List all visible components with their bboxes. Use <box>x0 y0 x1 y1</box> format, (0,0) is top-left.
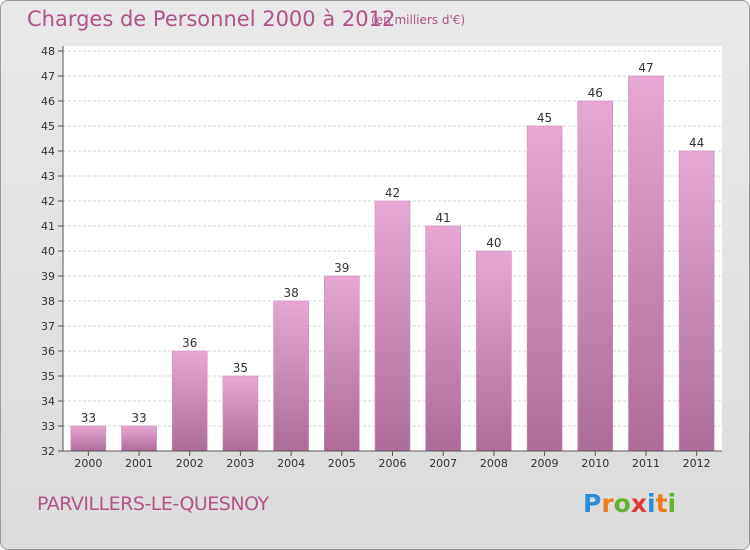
y-tick-label: 45 <box>41 120 55 133</box>
x-tick-label: 2000 <box>74 457 102 470</box>
y-tick-label: 41 <box>41 220 55 233</box>
y-tick-label: 36 <box>41 345 55 358</box>
bar <box>425 225 461 452</box>
x-tick-label: 2009 <box>531 457 559 470</box>
y-tick-label: 43 <box>41 170 55 183</box>
bars: 33 33 36 35 38 39 42 41 40 45 46 47 44 <box>70 61 715 452</box>
bar-value-label: 44 <box>689 136 704 150</box>
chart-subtitle: (en milliers d'€) <box>371 13 466 27</box>
bar-value-label: 33 <box>131 411 146 425</box>
bar <box>273 300 309 452</box>
x-tick-label: 2012 <box>683 457 711 470</box>
y-tick-label: 42 <box>41 195 55 208</box>
bar <box>628 75 664 452</box>
bar <box>70 425 107 452</box>
bar <box>222 375 259 452</box>
y-tick-label: 37 <box>41 320 55 333</box>
bar-value-label: 40 <box>486 236 501 250</box>
y-tick-label: 39 <box>41 270 55 283</box>
bar <box>171 350 208 452</box>
x-tick-label: 2010 <box>581 457 609 470</box>
x-tick-label: 2002 <box>176 457 204 470</box>
axes: 32 33 34 35 36 37 38 39 40 41 42 43 44 45 46 47 48 2000 20… <box>41 45 722 470</box>
bar-value-label: 36 <box>182 336 197 350</box>
bar-value-label: 46 <box>588 86 603 100</box>
bar <box>374 200 411 452</box>
y-tick-label: 46 <box>41 95 55 108</box>
x-tick-label: 2006 <box>379 457 407 470</box>
x-tick-label: 2011 <box>632 457 660 470</box>
bar-value-label: 47 <box>638 61 653 75</box>
bar-value-label: 33 <box>81 411 96 425</box>
bar-value-label: 45 <box>537 111 552 125</box>
y-tick-label: 40 <box>41 245 55 258</box>
bar-value-label: 38 <box>283 286 298 300</box>
bar <box>678 150 715 452</box>
bar-value-label: 35 <box>233 361 248 375</box>
x-tick-label: 2007 <box>429 457 457 470</box>
y-tick-label: 38 <box>41 295 55 308</box>
x-tick-label: 2003 <box>226 457 254 470</box>
bar-value-label: 39 <box>334 261 349 275</box>
y-tick-label: 44 <box>41 145 55 158</box>
y-tick-label: 47 <box>41 70 55 83</box>
bar <box>324 275 360 452</box>
y-tick-label: 34 <box>41 395 55 408</box>
x-tick-label: 2004 <box>277 457 305 470</box>
bar <box>577 100 614 452</box>
y-tick-label: 32 <box>41 445 55 458</box>
chart-title: Charges de Personnel 2000 à 2012 <box>27 7 396 31</box>
bar-value-label: 42 <box>385 186 400 200</box>
y-tick-label: 33 <box>41 420 55 433</box>
x-tick-label: 2005 <box>328 457 356 470</box>
y-tick-label: 35 <box>41 370 55 383</box>
proxiti-logo[interactable]: Proxiti <box>583 489 677 518</box>
bar-value-label: 41 <box>436 211 451 225</box>
bar <box>476 250 512 452</box>
x-tick-label: 2001 <box>125 457 153 470</box>
y-tick-label: 48 <box>41 45 55 58</box>
bar <box>121 425 157 452</box>
commune-name: PARVILLERS-LE-QUESNOY <box>37 493 269 515</box>
x-tick-label: 2008 <box>480 457 508 470</box>
bar <box>526 125 563 452</box>
